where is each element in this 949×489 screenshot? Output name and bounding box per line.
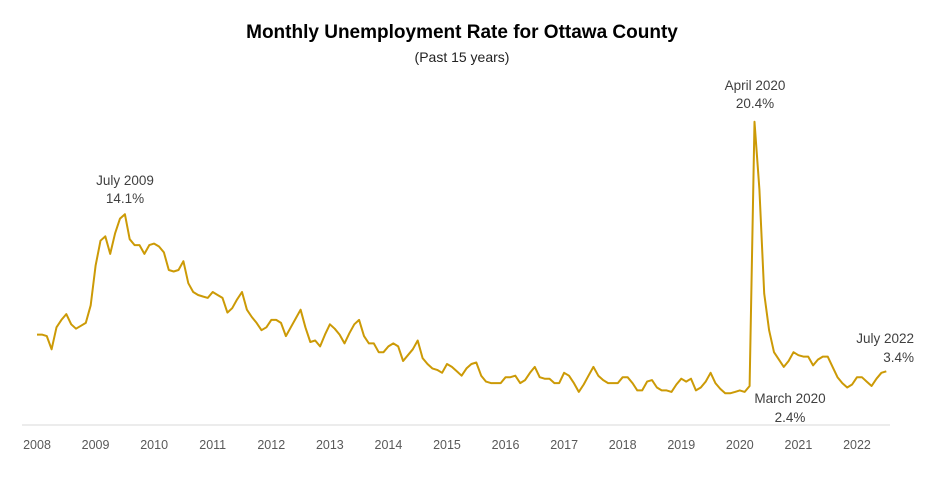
x-tick-label: 2015 [433, 438, 461, 452]
x-tick-label: 2021 [785, 438, 813, 452]
annotation-jul2009-date: July 2009 [96, 173, 154, 188]
x-tick-label: 2010 [140, 438, 168, 452]
x-tick-label: 2009 [82, 438, 110, 452]
x-tick-label: 2012 [257, 438, 285, 452]
x-tick-labels: 2008 2009 2010 2011 2012 2013 2014 2015 2016 2017… [23, 438, 871, 452]
chart-title: Monthly Unemployment Rate for Ottawa Cou… [246, 22, 678, 43]
annotation-jul2009-value: 14.1% [106, 191, 144, 206]
annotation-jul2022-value: 3.4% [883, 350, 914, 365]
annotation-mar2020-value: 2.4% [775, 410, 806, 425]
x-tick-label: 2008 [23, 438, 51, 452]
x-tick-label: 2019 [667, 438, 695, 452]
x-tick-label: 2016 [492, 438, 520, 452]
x-tick-label: 2018 [609, 438, 637, 452]
annotation-apr2020-value: 20.4% [736, 96, 774, 111]
x-tick-label: 2013 [316, 438, 344, 452]
series-line-unemployment-rate [37, 120, 887, 395]
x-tick-label: 2020 [726, 438, 754, 452]
annotation-jul2022-date: July 2022 [856, 331, 914, 346]
annotations: July 2009 14.1% April 2020 20.4% March 2020 2… [96, 78, 914, 425]
x-tick-label: 2022 [843, 438, 871, 452]
x-tick-label: 2017 [550, 438, 578, 452]
annotation-mar2020-date: March 2020 [754, 391, 825, 406]
x-tick-label: 2011 [199, 438, 226, 452]
x-tick-label: 2014 [375, 438, 403, 452]
chart-subtitle: (Past 15 years) [414, 49, 510, 65]
annotation-apr2020-date: April 2020 [725, 78, 786, 93]
